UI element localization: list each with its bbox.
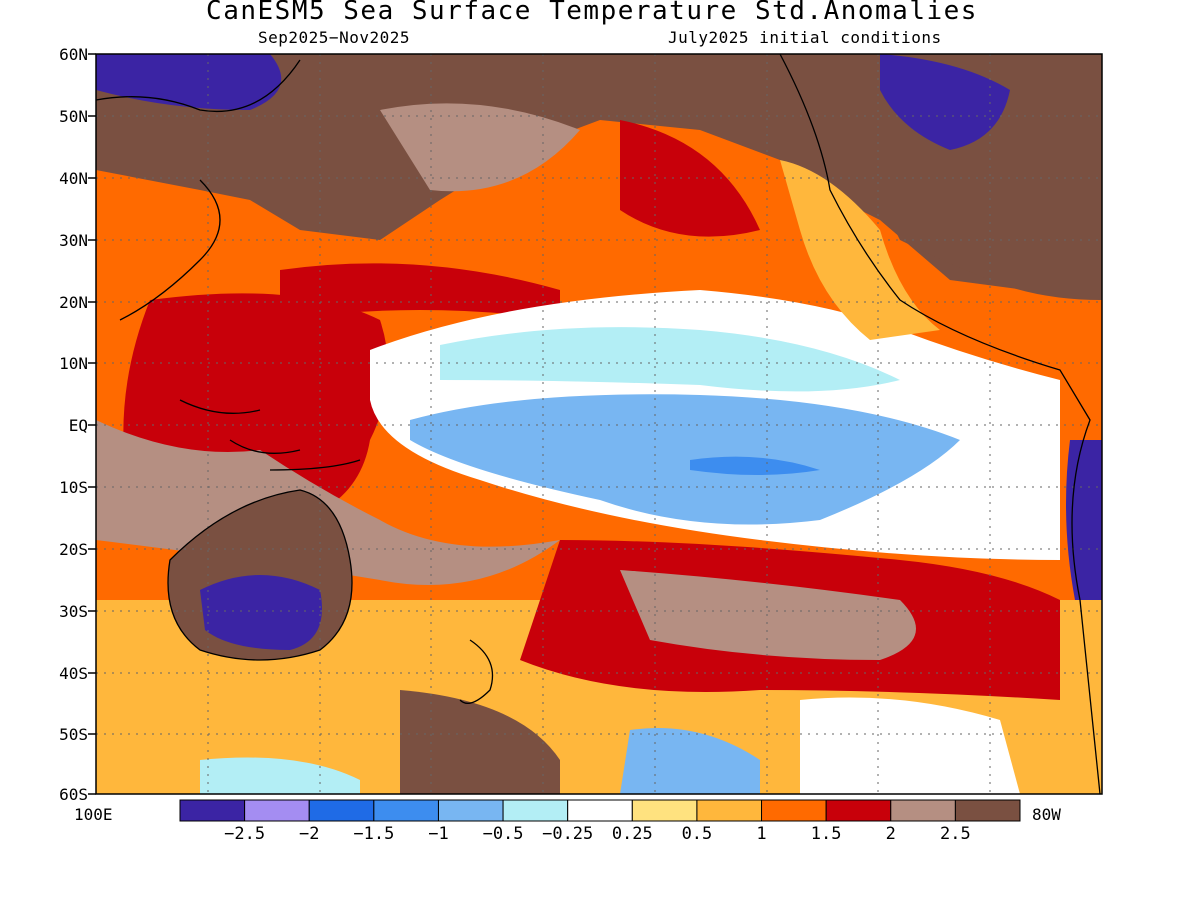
lat-label: 10S [59, 478, 88, 497]
eastern-north-pacific-warm [780, 160, 940, 340]
colorbar-swatch [761, 799, 827, 822]
colorbar-label: 1.5 [810, 824, 842, 844]
southern-cold-patch [620, 728, 760, 794]
colorbar-label: 0.5 [681, 824, 713, 844]
colorbar-swatch [437, 799, 504, 822]
colorbar-swatch [954, 799, 1021, 822]
lat-label: 40N [59, 169, 88, 188]
initial-conditions: July2025 initial conditions [668, 28, 942, 47]
colorbar-label: −0.25 [542, 824, 594, 844]
siberia-cold-anomaly [96, 54, 282, 110]
cold-tongue-core [690, 456, 820, 475]
australia-coastline [167, 489, 353, 661]
colorbar-label: −2.5 [224, 824, 266, 844]
colorbar-label: 2 [885, 824, 896, 844]
northern-light-cold-band [440, 327, 900, 392]
forecast-period: Sep2025−Nov2025 [258, 28, 410, 47]
colorbar-swatch [890, 799, 956, 822]
coastlines [95, 53, 1101, 795]
colorbar-swatch [631, 799, 698, 822]
colorbar-swatch [825, 799, 892, 822]
colorbar-label: 1 [756, 824, 767, 844]
colorbar-swatch [567, 799, 633, 822]
subtropical-red-band [280, 263, 560, 320]
colorbar-swatch [308, 799, 375, 822]
lat-label: 40S [59, 664, 88, 683]
north-pacific-patch [380, 103, 580, 192]
asia-coastline-north [95, 59, 301, 113]
colorbar-swatch [502, 799, 569, 822]
map-title: CanESM5 Sea Surface Temperature Std.Anom… [206, 0, 978, 26]
lat-label: 60S [59, 785, 88, 804]
asia-coastline-east [119, 179, 221, 321]
lon-start-label: 100E [74, 805, 113, 824]
colorbar-swatch [696, 799, 763, 822]
lat-label: 30S [59, 602, 88, 621]
americas-coastline [779, 53, 1101, 795]
southern-neutral-patch [800, 697, 1020, 794]
colorbar-swatch [179, 799, 246, 822]
lat-ticks [88, 53, 96, 795]
colorbar-label: −2 [298, 824, 320, 844]
colorbar-label: 2.5 [940, 824, 971, 844]
australia-cold-anomaly [200, 575, 322, 650]
grid-lines [96, 54, 1102, 794]
colorbar-label: −1 [428, 824, 449, 844]
tasman-patch [400, 690, 560, 794]
lat-label: 60N [59, 45, 88, 64]
new-zealand-coastline [459, 639, 494, 704]
colorbar-label: −0.5 [482, 824, 524, 844]
lat-label: 30N [59, 231, 88, 250]
maritime-coastline [179, 399, 361, 471]
lat-label: 20S [59, 540, 88, 559]
lat-label: EQ [68, 416, 88, 435]
lat-label: 10N [59, 354, 88, 373]
colorbar-label: −1.5 [353, 824, 395, 844]
colorbar-swatch [244, 799, 310, 822]
lon-end-label: 80W [1032, 805, 1061, 824]
lat-label: 50N [59, 107, 88, 126]
colorbar-label: 0.25 [611, 824, 653, 844]
plot-frame [95, 53, 1103, 795]
north-pacific-warm-region [96, 54, 1102, 300]
colorbar-swatch [373, 799, 439, 822]
nino-cold-tongue [410, 394, 960, 525]
canada-cold-anomaly [880, 54, 1010, 150]
south-pacific-patch [620, 570, 916, 660]
lat-label: 20N [59, 293, 88, 312]
lat-label: 50S [59, 725, 88, 744]
colorbar [179, 799, 1021, 822]
